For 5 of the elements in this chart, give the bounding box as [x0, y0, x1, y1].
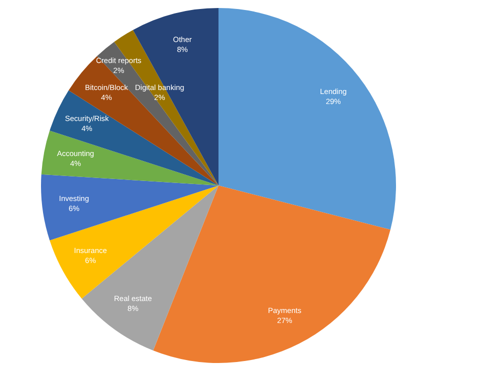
pie-slice — [41, 130, 218, 186]
pie-slice — [218, 8, 396, 230]
pie-slice — [41, 174, 218, 240]
pie-slice — [50, 90, 218, 186]
pie-slice — [153, 186, 390, 363]
